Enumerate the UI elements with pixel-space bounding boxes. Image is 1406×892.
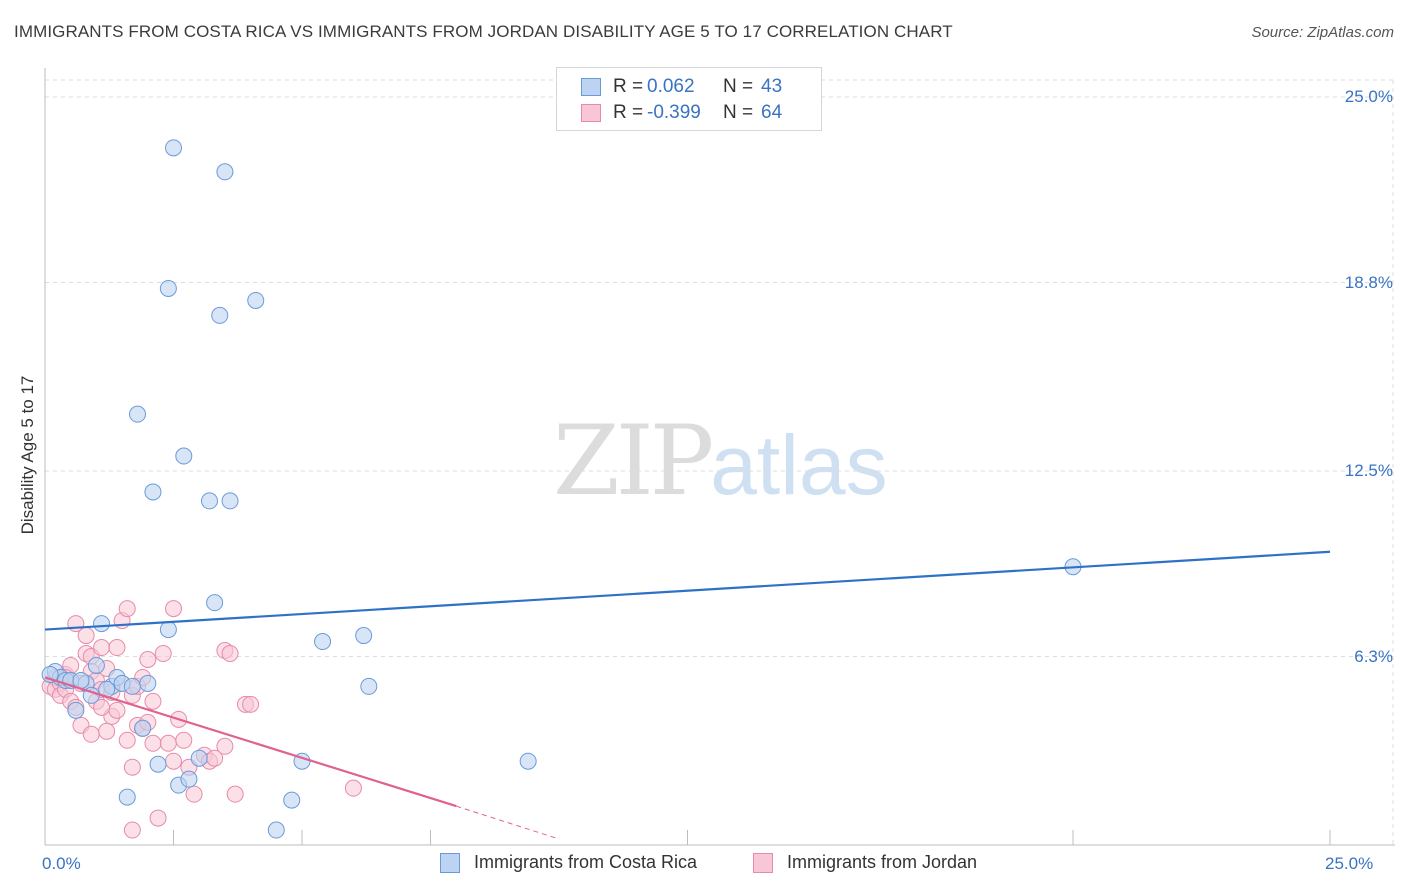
- costa-rica-point: [149, 755, 167, 773]
- jordan-point: [344, 779, 362, 797]
- costa-rica-point: [267, 821, 285, 839]
- costa-rica-point: [139, 674, 157, 692]
- costa-rica-point: [314, 633, 332, 651]
- legend-n-value: 43: [761, 76, 783, 97]
- legend-n-value: 64: [761, 102, 783, 123]
- legend-r-value: 0.062: [647, 76, 695, 97]
- legend-label-jordan: Immigrants from Jordan: [787, 852, 978, 872]
- costa-rica-point: [165, 139, 182, 157]
- costa-rica-point: [355, 627, 373, 645]
- costa-rica-point: [129, 405, 147, 423]
- costa-rica-point: [360, 677, 378, 695]
- jordan-point: [175, 731, 193, 749]
- y-tick-label: 6.3%: [1354, 646, 1393, 666]
- jordan-point: [144, 692, 162, 710]
- jordan-trend-extension: [456, 805, 560, 840]
- jordan-point: [159, 734, 177, 752]
- legend-swatch-jordan: [753, 852, 773, 873]
- jordan-point: [123, 821, 141, 839]
- costa-rica-point: [144, 483, 162, 501]
- legend-r-label: R =: [613, 76, 644, 97]
- jordan-point: [221, 645, 239, 663]
- jordan-point: [154, 645, 172, 663]
- costa-rica-point: [200, 492, 218, 510]
- watermark: ZIPatlas: [553, 405, 888, 517]
- jordan-point: [226, 785, 244, 803]
- legend-r-label: R =: [613, 102, 644, 123]
- watermark-zip: ZIP: [553, 405, 714, 517]
- legend-n-label: N =: [723, 102, 754, 123]
- legend-r-value: -0.399: [647, 102, 701, 123]
- jordan-point: [82, 725, 100, 743]
- jordan-point: [93, 698, 111, 716]
- costa-rica-point: [159, 621, 177, 639]
- y-tick-label: 12.5%: [1344, 461, 1393, 480]
- costa-rica-point: [87, 656, 105, 674]
- costa-rica-point: [134, 719, 152, 737]
- source-label: Source: ZipAtlas.com: [1251, 24, 1394, 41]
- legend-item-costa-rica[interactable]: Immigrants from Costa Rica: [440, 852, 697, 873]
- costa-rica-point: [159, 279, 177, 297]
- costa-rica-point: [123, 677, 141, 695]
- x-tick-label-min: 0.0%: [42, 854, 81, 873]
- costa-rica-point: [519, 752, 537, 770]
- jordan-point: [123, 758, 141, 776]
- jordan-point: [165, 600, 182, 618]
- costa-rica-point: [118, 788, 136, 806]
- jordan-point: [108, 639, 126, 657]
- legend-swatch-costa-rica: [440, 852, 460, 873]
- costa-rica-point: [283, 791, 301, 809]
- legend-row-jordan: R = -0.399 N = 64: [581, 101, 782, 125]
- costa-rica-point: [190, 749, 208, 767]
- jordan-point: [149, 809, 167, 827]
- watermark-atlas: atlas: [710, 418, 888, 512]
- jordan-point: [242, 695, 260, 713]
- costa-rica-point: [180, 770, 198, 788]
- costa-rica-point: [93, 615, 111, 633]
- costa-rica-point: [216, 163, 234, 181]
- jordan-point: [216, 737, 234, 755]
- costa-rica-point: [211, 306, 229, 324]
- jordan-point: [139, 650, 157, 668]
- legend-row-costa-rica: R = 0.062 N = 43: [581, 75, 782, 99]
- y-tick-label: 18.8%: [1344, 272, 1393, 292]
- jordan-point: [118, 600, 136, 618]
- jordan-point: [108, 701, 126, 719]
- costa-rica-point: [221, 492, 239, 510]
- legend-label-costa-rica: Immigrants from Costa Rica: [474, 852, 698, 872]
- y-axis-label: Disability Age 5 to 17: [18, 375, 37, 535]
- legend-swatch-costa-rica: [581, 78, 601, 96]
- costa-rica-point: [175, 447, 193, 465]
- jordan-trend-line: [44, 676, 457, 808]
- jordan-point: [144, 734, 162, 752]
- x-tick-label-max: 25.0%: [1325, 854, 1374, 873]
- jordan-point: [118, 731, 136, 749]
- costa-rica-trend-line: [44, 550, 1331, 631]
- jordan-point: [77, 627, 95, 645]
- series-legend: Immigrants from Costa Rica Immigrants fr…: [0, 852, 1406, 876]
- costa-rica-point: [67, 701, 85, 719]
- y-tick-label: 25.0%: [1344, 87, 1393, 106]
- jordan-point: [185, 785, 203, 803]
- legend-n-label: N =: [723, 76, 754, 97]
- costa-rica-point: [206, 594, 224, 612]
- jordan-point: [165, 752, 182, 770]
- costa-rica-point: [247, 291, 265, 309]
- jordan-point: [98, 722, 116, 740]
- legend-item-jordan[interactable]: Immigrants from Jordan: [753, 852, 977, 873]
- correlation-legend: R = 0.062 N = 43 R = -0.399 N = 64: [556, 67, 822, 131]
- legend-swatch-jordan: [581, 104, 601, 122]
- chart-title: IMMIGRANTS FROM COSTA RICA VS IMMIGRANTS…: [14, 22, 953, 41]
- jordan-point: [93, 639, 111, 657]
